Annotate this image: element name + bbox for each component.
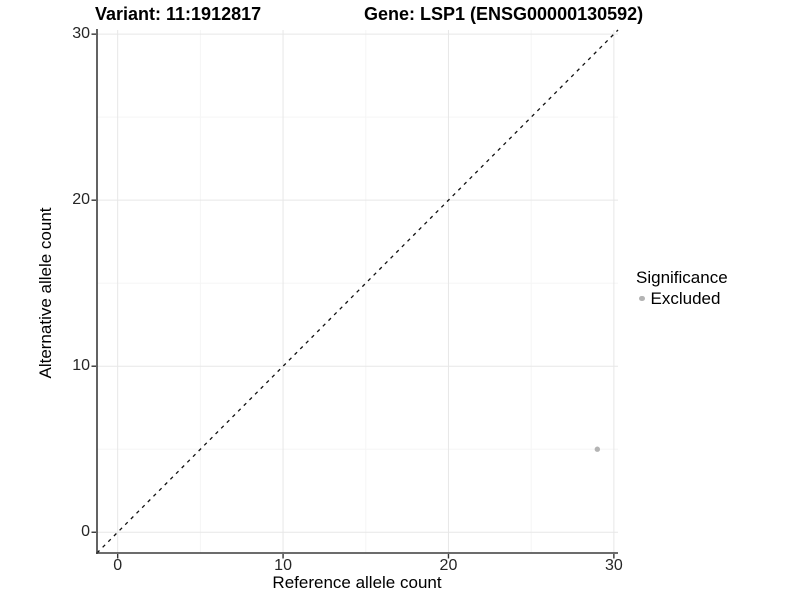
- y-tick-label: 30: [72, 25, 90, 43]
- legend-item-label: Excluded: [650, 289, 721, 308]
- x-tick-label: 20: [439, 557, 458, 574]
- plot-title-variant: Variant: 11:1912817: [95, 4, 262, 24]
- x-tick-label: 30: [604, 557, 623, 574]
- x-tick-label: 10: [274, 557, 292, 574]
- x-axis-title: Reference allele count: [272, 573, 442, 592]
- legend-title: Significance: [636, 268, 728, 287]
- y-axis-title: Alternative allele count: [36, 207, 55, 379]
- legend-item-excluded: Excluded: [636, 288, 728, 309]
- x-tick-label: 0: [113, 557, 123, 574]
- legend-dot-icon: [639, 295, 645, 302]
- y-tick-label: 0: [81, 523, 90, 541]
- y-tick-label: 20: [72, 191, 90, 209]
- data-point: [594, 446, 601, 452]
- legend: Significance Excluded: [636, 267, 728, 309]
- y-tick-label: 10: [72, 357, 90, 375]
- plot-title-gene: Gene: LSP1 (ENSG00000130592): [364, 4, 644, 24]
- identity-dashed-line: [96, 29, 619, 554]
